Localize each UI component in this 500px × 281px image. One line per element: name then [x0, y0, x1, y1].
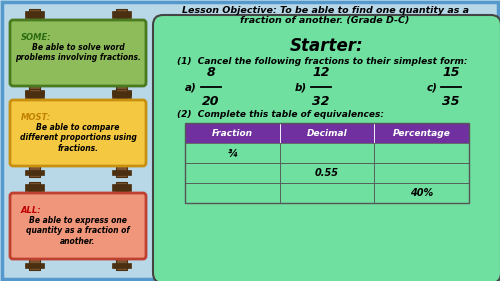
Text: Percentage: Percentage	[392, 128, 450, 137]
Bar	[116, 9, 127, 97]
Text: 40%: 40%	[410, 188, 434, 198]
Bar	[280, 163, 374, 183]
Text: (1)  Cancel the following fractions to their simplest form:: (1) Cancel the following fractions to th…	[177, 57, 468, 66]
Bar	[374, 123, 469, 143]
Bar	[374, 163, 469, 183]
Text: Be able to express one
quantity as a fraction of
another.: Be able to express one quantity as a fra…	[26, 216, 130, 246]
Bar	[29, 89, 40, 177]
Bar	[25, 11, 44, 18]
Text: ALL:: ALL:	[21, 206, 42, 215]
Text: 15: 15	[442, 66, 460, 79]
FancyBboxPatch shape	[10, 20, 146, 86]
Bar	[112, 90, 131, 95]
Bar	[116, 182, 127, 270]
Text: b): b)	[295, 82, 307, 92]
Text: 20: 20	[202, 95, 220, 108]
Text: 32: 32	[312, 95, 330, 108]
FancyBboxPatch shape	[10, 100, 146, 166]
FancyBboxPatch shape	[2, 2, 498, 279]
Bar	[29, 182, 40, 270]
Text: Lesson Objective: To be able to find one quantity as a: Lesson Objective: To be able to find one…	[182, 6, 469, 15]
Text: Fraction: Fraction	[212, 128, 253, 137]
Bar	[112, 263, 131, 268]
Bar	[374, 183, 469, 203]
Bar	[25, 170, 44, 175]
Text: ¾: ¾	[228, 148, 237, 158]
Bar	[185, 123, 280, 143]
Bar	[185, 163, 280, 183]
Text: Starter:: Starter:	[290, 37, 364, 55]
Text: Decimal: Decimal	[306, 128, 348, 137]
Text: (2)  Complete this table of equivalences:: (2) Complete this table of equivalences:	[177, 110, 384, 119]
Text: fraction of another. (Grade D-C): fraction of another. (Grade D-C)	[240, 16, 410, 25]
Bar	[25, 184, 44, 191]
Bar	[25, 91, 44, 98]
Bar	[280, 123, 374, 143]
Text: a): a)	[185, 82, 197, 92]
Bar	[280, 183, 374, 203]
Bar	[185, 143, 280, 163]
Text: MOST:: MOST:	[21, 113, 51, 122]
Bar	[116, 89, 127, 177]
Bar	[374, 143, 469, 163]
Bar	[25, 90, 44, 95]
Text: SOME:: SOME:	[21, 33, 52, 42]
FancyBboxPatch shape	[10, 193, 146, 259]
FancyBboxPatch shape	[153, 15, 500, 281]
Text: Be able to compare
different proportions using
fractions.: Be able to compare different proportions…	[20, 123, 136, 153]
Bar	[185, 123, 469, 203]
Bar	[280, 143, 374, 163]
Bar	[112, 184, 131, 191]
Text: Be able to solve word
problems involving fractions.: Be able to solve word problems involving…	[15, 43, 141, 62]
Bar	[112, 91, 131, 98]
Text: 0.55: 0.55	[315, 168, 339, 178]
Text: 35: 35	[442, 95, 460, 108]
Bar	[29, 9, 40, 97]
Text: 8: 8	[206, 66, 216, 79]
Bar	[25, 263, 44, 268]
Bar	[185, 183, 280, 203]
Bar	[112, 11, 131, 18]
Text: c): c)	[426, 82, 437, 92]
Text: 12: 12	[312, 66, 330, 79]
Bar	[112, 170, 131, 175]
